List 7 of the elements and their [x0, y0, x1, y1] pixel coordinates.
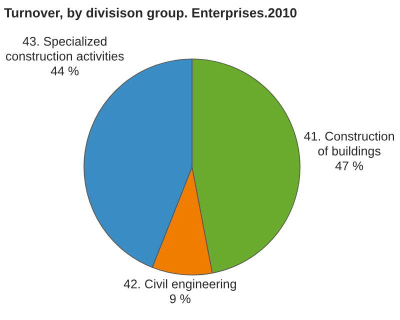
slice-label: 43. Specialized construction activities [6, 36, 124, 61]
slice-label: 42. Civil engineering [124, 279, 236, 291]
data-label: 9 % [170, 294, 190, 304]
slice-label: 41. Construction of buildings [304, 131, 394, 158]
data-label: 47 % [335, 162, 364, 170]
data-label: 44 % [50, 66, 79, 76]
chart-title: Turnover, by divisison group. Enterprises.2010 [4, 8, 297, 20]
